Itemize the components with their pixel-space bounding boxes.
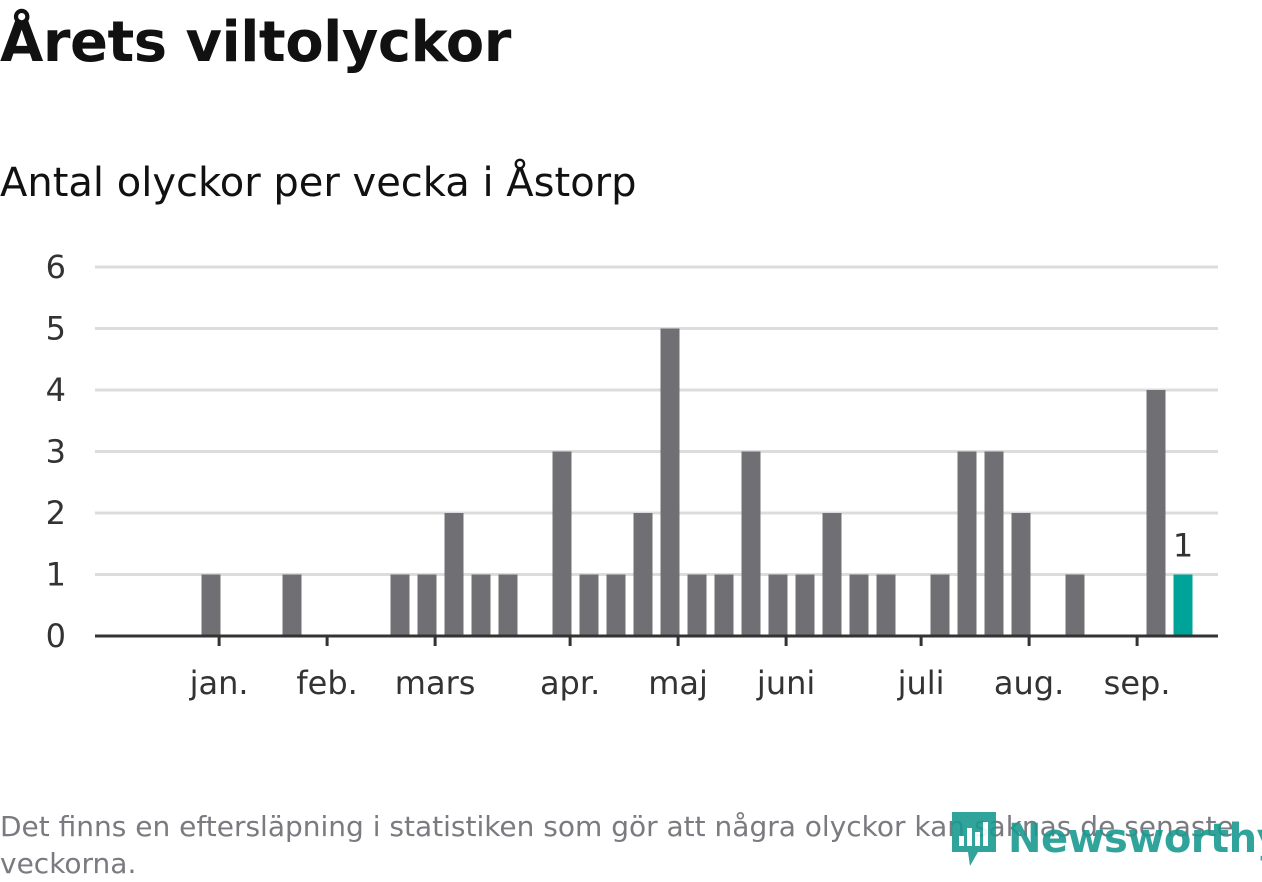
x-tick-label: maj: [648, 664, 708, 702]
x-tick-label: feb.: [296, 664, 357, 702]
x-axis-ticks: jan. feb. mars apr. maj juni juli aug. sep.: [189, 636, 1171, 702]
bar: [849, 574, 869, 636]
data-label: 1: [1173, 527, 1193, 565]
newsworthy-logo-icon: [952, 812, 996, 866]
bar: [579, 574, 599, 636]
bar-highlight: [1173, 574, 1193, 636]
bar: [282, 574, 302, 636]
bars: [201, 328, 1193, 636]
bar: [957, 451, 977, 636]
chart-subtitle: Antal olyckor per vecka i Åstorp: [0, 160, 637, 206]
x-tick-label: aug.: [994, 664, 1064, 702]
y-tick-label: 3: [46, 433, 66, 471]
bar: [633, 513, 653, 636]
bar: [930, 574, 950, 636]
chart-title: Årets viltolyckor: [0, 10, 511, 75]
bar: [1146, 390, 1166, 636]
x-tick-label: apr.: [540, 664, 600, 702]
bar: [552, 451, 572, 636]
bar-chart: 0 1 2 3 4 5 6 jan. feb. mars apr. maj juni juli aug. s…: [46, 248, 1218, 702]
bar: [606, 574, 626, 636]
x-tick-label: mars: [395, 664, 476, 702]
bar: [876, 574, 896, 636]
bar: [795, 574, 815, 636]
y-tick-label: 2: [46, 494, 66, 532]
bar: [1065, 574, 1085, 636]
y-tick-label: 4: [46, 371, 66, 409]
gridlines: [95, 265, 1218, 576]
footnote: Det finns en eftersläpning i statistiken…: [0, 810, 1234, 880]
bar: [714, 574, 734, 636]
x-tick-label: sep.: [1104, 664, 1171, 702]
newsworthy-logo-text: Newsworthy: [1008, 816, 1262, 862]
bar: [201, 574, 221, 636]
bar: [471, 574, 491, 636]
bar: [417, 574, 437, 636]
bar: [984, 451, 1004, 636]
data-labels: 1: [1173, 527, 1193, 565]
bar: [1011, 513, 1031, 636]
bar: [660, 328, 680, 636]
x-tick-label: juni: [756, 664, 815, 702]
bar: [768, 574, 788, 636]
bar: [822, 513, 842, 636]
bar: [390, 574, 410, 636]
y-tick-label: 6: [46, 248, 66, 286]
y-tick-label: 0: [46, 617, 66, 655]
newsworthy-logo[interactable]: Newsworthy: [948, 808, 1262, 870]
y-axis-ticks: 0 1 2 3 4 5 6: [46, 248, 66, 655]
bar: [741, 451, 761, 636]
y-tick-label: 5: [46, 310, 66, 348]
bar: [687, 574, 707, 636]
y-tick-label: 1: [46, 556, 66, 594]
bar: [498, 574, 518, 636]
bar: [444, 513, 464, 636]
x-tick-label: jan.: [189, 664, 249, 702]
x-tick-label: juli: [897, 664, 945, 702]
